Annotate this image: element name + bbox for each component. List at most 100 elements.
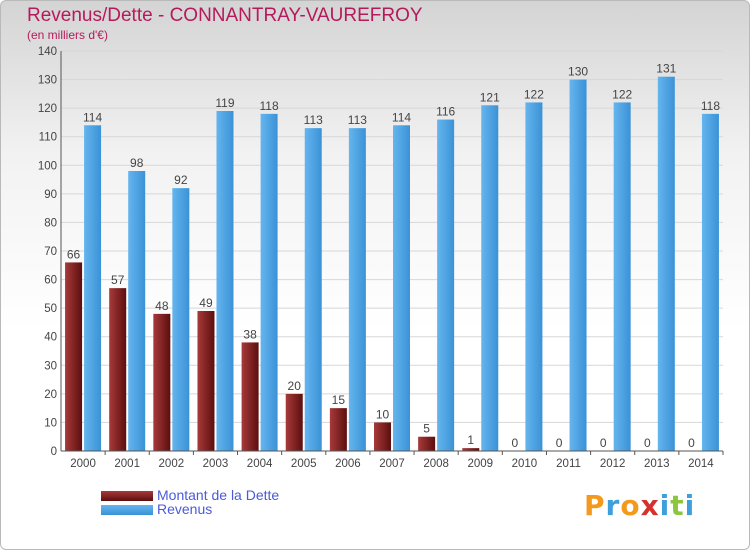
- bar-revenus: [172, 188, 190, 451]
- x-tick-label: 2005: [291, 458, 317, 470]
- y-tick-label: 30: [44, 360, 57, 372]
- x-tick-label: 2004: [247, 458, 273, 470]
- bar-revenus: [348, 128, 366, 451]
- value-label-revenus: 122: [524, 87, 544, 101]
- y-tick-label: 60: [44, 275, 57, 287]
- grid-lines: [61, 50, 723, 452]
- bar-revenus: [304, 128, 322, 451]
- legend-swatch-dette: [101, 491, 153, 501]
- bar-dette: [65, 262, 83, 451]
- value-label-dette: 66: [67, 247, 81, 261]
- value-label-revenus: 114: [83, 110, 102, 124]
- bar-revenus: [481, 105, 499, 452]
- x-tick-label: 2013: [644, 458, 670, 470]
- y-tick-label: 40: [44, 332, 57, 344]
- bar-revenus: [569, 79, 587, 452]
- value-label-dette: 0: [556, 436, 563, 450]
- value-label-revenus: 122: [612, 87, 632, 101]
- value-label-revenus: 131: [656, 62, 676, 76]
- bar-revenus: [657, 76, 675, 451]
- bar-dette: [109, 288, 127, 451]
- bar-dette: [285, 393, 303, 451]
- bar-revenus: [260, 113, 278, 451]
- value-label-dette: 10: [376, 407, 390, 421]
- bar-revenus: [613, 102, 631, 451]
- value-label-revenus: 119: [215, 96, 234, 110]
- value-label-revenus: 113: [304, 113, 323, 127]
- legend-swatch-revenus: [101, 505, 153, 515]
- value-label-dette: 1: [467, 433, 474, 447]
- y-tick-label: 120: [38, 103, 57, 115]
- value-label-dette: 20: [288, 379, 302, 393]
- y-tick-label: 10: [44, 417, 57, 429]
- bar-dette: [241, 342, 259, 451]
- value-label-dette: 5: [423, 422, 430, 436]
- x-tick-label: 2002: [159, 458, 185, 470]
- value-label-revenus: 98: [130, 156, 144, 170]
- x-tick-label: 2000: [70, 458, 96, 470]
- bar-revenus: [701, 113, 719, 451]
- x-tick-label: 2006: [335, 458, 361, 470]
- x-tick-label: 2008: [423, 458, 449, 470]
- brand-letter: i: [659, 489, 671, 522]
- bar-dette: [197, 311, 215, 451]
- value-label-dette: 0: [600, 436, 607, 450]
- brand-letter: P: [584, 489, 606, 522]
- bar-revenus: [128, 171, 146, 451]
- x-tick-label: 2003: [203, 458, 229, 470]
- y-tick-label: 110: [39, 132, 57, 144]
- bar-dette: [462, 448, 480, 451]
- x-tick-label: 2012: [600, 458, 626, 470]
- x-tick-label: 2011: [556, 458, 581, 470]
- x-tick-label: 2009: [467, 458, 493, 470]
- x-tick-label: 2010: [512, 458, 538, 470]
- value-label-dette: 57: [111, 273, 125, 287]
- value-label-dette: 48: [155, 299, 169, 313]
- y-tick-label: 20: [44, 389, 57, 401]
- bars: [65, 76, 719, 452]
- x-tick-label: 2001: [114, 458, 140, 470]
- bar-revenus: [525, 102, 543, 451]
- value-label-dette: 0: [688, 436, 695, 450]
- value-label-revenus: 113: [348, 113, 367, 127]
- value-label-revenus: 114: [392, 110, 411, 124]
- value-label-dette: 49: [199, 296, 213, 310]
- value-label-revenus: 121: [480, 90, 500, 104]
- legend-label-revenus: Revenus: [157, 501, 213, 517]
- value-label-revenus: 118: [701, 99, 720, 113]
- bar-dette: [153, 313, 171, 451]
- brand-letter: t: [670, 489, 685, 522]
- y-tick-label: 140: [38, 46, 57, 58]
- y-tick-label: 130: [38, 75, 57, 87]
- value-label-dette: 0: [512, 436, 519, 450]
- value-label-revenus: 130: [568, 65, 588, 79]
- brand-letter: o: [620, 489, 641, 522]
- value-labels: 6611457984892491193811820113151131011451…: [67, 62, 720, 450]
- value-label-dette: 38: [243, 327, 257, 341]
- y-tick-label: 70: [44, 246, 57, 258]
- y-tick-label: 50: [44, 303, 57, 315]
- x-tick-label: 2014: [688, 458, 714, 470]
- brand-logo: Proxiti: [584, 489, 695, 522]
- value-label-revenus: 118: [260, 99, 279, 113]
- brand-letter: r: [605, 489, 621, 522]
- bar-revenus: [84, 125, 102, 452]
- y-tick-label: 0: [51, 446, 57, 458]
- chart-title: Revenus/Dette - CONNANTRAY-VAUREFROY: [27, 5, 423, 26]
- bar-revenus: [393, 125, 410, 452]
- bar-revenus: [216, 111, 234, 451]
- value-label-dette: 15: [332, 393, 346, 407]
- value-label-dette: 0: [644, 436, 651, 450]
- x-tick-label: 2007: [379, 458, 405, 470]
- y-tick-label: 100: [38, 160, 57, 172]
- bar-dette: [374, 422, 391, 451]
- legend-label-dette: Montant de la Dette: [157, 487, 280, 503]
- brand-letter: x: [640, 489, 660, 522]
- chart-subtitle: (en milliers d'€): [27, 28, 108, 42]
- value-label-revenus: 116: [436, 105, 455, 119]
- brand-letter: i: [684, 489, 696, 522]
- bar-dette: [418, 436, 436, 451]
